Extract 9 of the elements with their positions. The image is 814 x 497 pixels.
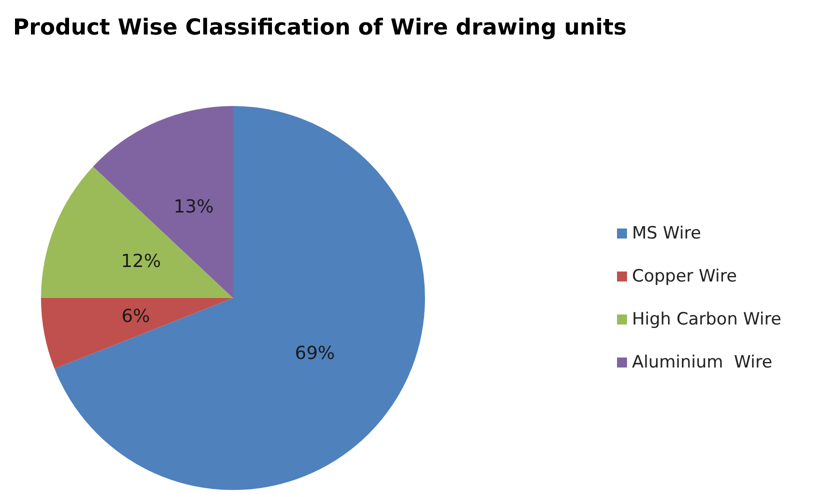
data-label: 13%: [174, 196, 214, 218]
data-label: 6%: [121, 306, 150, 328]
legend-label: MS Wire: [632, 224, 702, 244]
data-label: 12%: [120, 251, 161, 272]
legend-label: Aluminium Wire: [632, 352, 772, 372]
chart-title: Product Wise Classification of Wire drawing units: [13, 16, 627, 40]
legend-label: High Carbon Wire: [632, 310, 782, 330]
legend-label: Copper Wire: [632, 266, 737, 286]
data-label: 69%: [294, 343, 335, 364]
